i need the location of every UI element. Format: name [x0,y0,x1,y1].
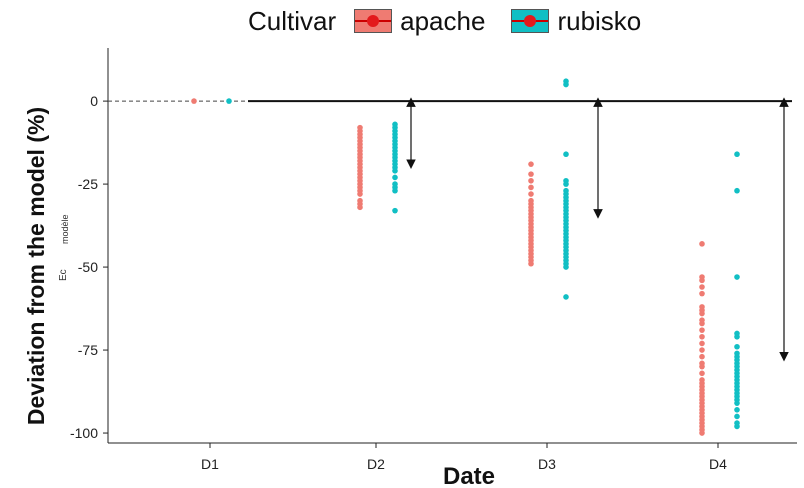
data-point-apache [528,191,534,197]
x-tick-label: D2 [367,456,385,472]
data-point-apache [699,284,705,290]
data-point-apache [528,161,534,167]
data-point-rubisko [392,187,398,194]
data-point-apache [699,327,705,333]
x-axis-label: Date [443,463,495,488]
data-point-apache [528,184,534,191]
y-tick-label: 0 [90,93,98,109]
data-point-rubisko [734,187,740,194]
data-point-rubisko [734,413,740,420]
data-point-rubisko [734,400,740,406]
x-tick-label: D1 [201,456,219,472]
y-tick-label: -100 [70,425,98,441]
y-tick-label: -25 [78,176,98,192]
data-point-rubisko [563,264,569,270]
data-point-apache [528,177,534,184]
overlay-text-ec: Ec [58,269,69,281]
data-point-rubisko [392,174,398,181]
legend: Cultivar apache rubisko [248,4,667,38]
data-point-rubisko [563,151,569,158]
y-tick-label: -50 [78,259,98,275]
data-point-apache [699,310,705,317]
data-point-apache [699,333,705,340]
data-point-rubisko [563,294,569,300]
data-point-apache [357,191,363,197]
overlay-text-modele: modèle [60,214,70,244]
data-point-rubisko [734,333,740,340]
data-point-rubisko [392,207,398,214]
legend-label-apache: apache [400,5,486,36]
data-point-apache [699,430,705,436]
data-point-apache [699,277,705,284]
data-point-apache [699,290,705,297]
legend-key-apache [354,9,393,33]
data-point-rubisko [734,274,740,280]
legend-label-rubisko: rubisko [557,5,642,36]
data-point-rubisko [392,168,398,174]
data-point-apache [528,260,534,267]
y-axis-label: Deviation from the model (%) [23,107,49,425]
data-point-apache [699,241,705,247]
data-point-apache [699,370,705,377]
data-point-rubisko [734,343,740,350]
legend-key-rubisko [511,9,550,33]
data-point-rubisko [563,81,569,88]
legend-title: Cultivar [248,5,337,36]
data-point-rubisko [734,407,740,413]
x-tick-label: D3 [538,456,556,472]
data-point-apache [699,363,705,370]
x-tick-label: D4 [709,456,727,472]
data-point-rubisko [734,423,740,430]
data-point-apache [699,353,705,360]
data-point-apache [191,98,197,104]
data-point-apache [699,347,705,353]
data-point-apache [528,171,534,177]
data-point-apache [357,204,363,211]
data-point-rubisko [226,98,232,104]
data-point-apache [699,340,705,347]
data-point-apache [699,320,705,327]
y-tick-label: -75 [78,342,98,358]
data-point-rubisko [563,181,569,187]
data-point-rubisko [734,151,740,158]
